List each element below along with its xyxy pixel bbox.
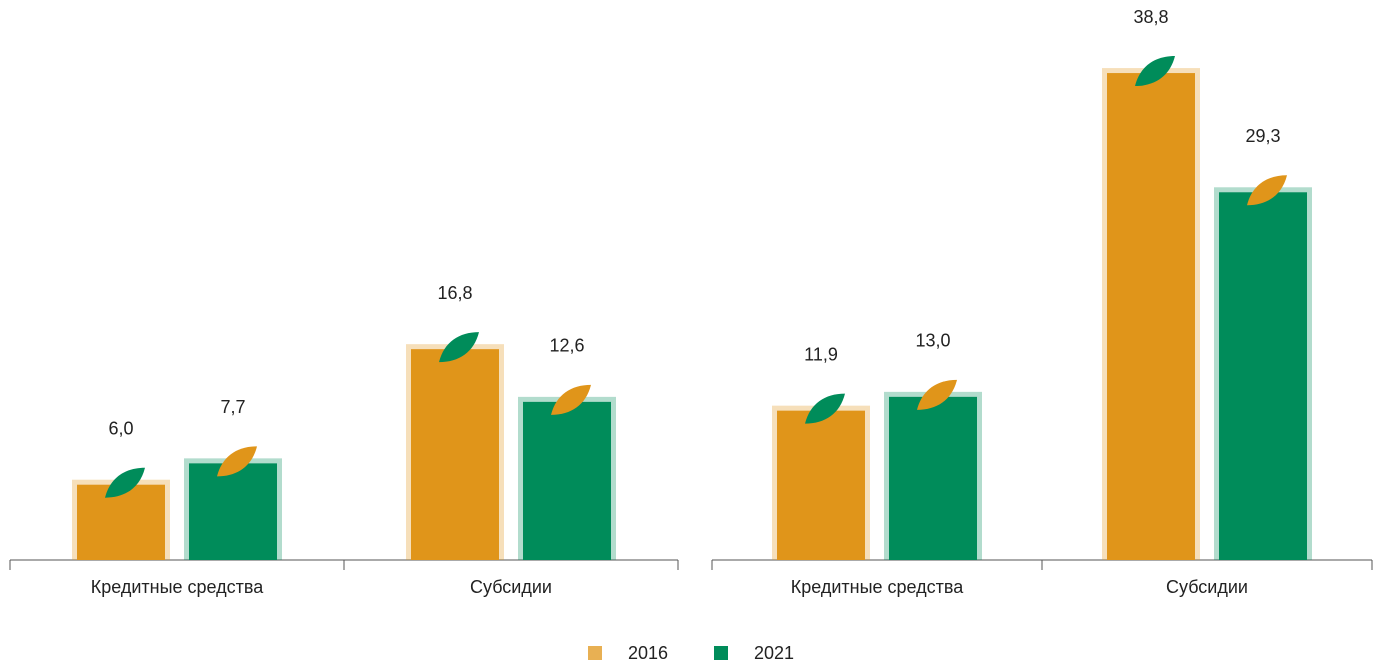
x-tick-label: Субсидии xyxy=(1166,577,1248,597)
legend-swatch xyxy=(588,646,602,660)
x-tick-label: Кредитные средства xyxy=(791,577,965,597)
leaf-icon xyxy=(805,393,845,424)
leaf-icon xyxy=(1135,56,1175,87)
data-label: 38,8 xyxy=(1133,7,1168,27)
bar xyxy=(1219,192,1307,560)
leaf-icon xyxy=(105,467,145,498)
legend-swatch xyxy=(714,646,728,660)
x-tick-label: Субсидии xyxy=(470,577,552,597)
x-tick-label: Кредитные средства xyxy=(91,577,265,597)
bar xyxy=(1107,73,1195,560)
legend-label: 2021 xyxy=(754,643,794,663)
leaf-icon xyxy=(439,332,479,363)
bar xyxy=(411,349,499,560)
bar xyxy=(189,463,277,560)
data-label: 29,3 xyxy=(1245,126,1280,146)
leaf-icon xyxy=(1247,175,1287,206)
leaf-icon xyxy=(917,379,957,410)
data-label: 16,8 xyxy=(437,283,472,303)
legend-label: 2016 xyxy=(628,643,668,663)
data-label: 11,9 xyxy=(804,344,838,364)
bar xyxy=(889,396,977,560)
data-label: 6,0 xyxy=(108,418,133,438)
bar xyxy=(777,410,865,560)
data-label: 13,0 xyxy=(915,331,950,351)
data-label: 12,6 xyxy=(549,336,584,356)
data-label: 7,7 xyxy=(220,397,245,417)
leaf-icon xyxy=(551,384,591,415)
leaf-icon xyxy=(217,446,257,477)
bar xyxy=(77,484,165,560)
bar xyxy=(523,401,611,560)
